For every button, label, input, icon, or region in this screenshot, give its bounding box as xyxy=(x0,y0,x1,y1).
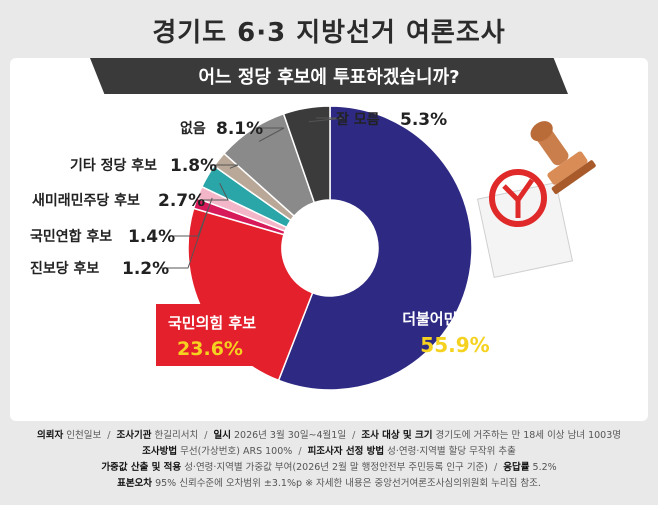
label-unknown-name: 잘 모름 xyxy=(336,112,380,128)
error-label: 표본오차 xyxy=(117,478,153,489)
label-gita-name: 기타 정당 후보 xyxy=(70,157,157,174)
label-none-value: 8.1% xyxy=(216,119,263,139)
weight-value: 성·연령·지역별 가중값 부여(2026년 2월 말 행정안전부 주민등록 인구… xyxy=(184,462,488,473)
method-value: 무선(가상번호) ARS 100% xyxy=(180,446,293,457)
footer-line-1: 의뢰자 인천일보 / 조사기관 한길리서치 / 일시 2026년 3월 30일~… xyxy=(37,430,621,441)
sampling-label: 피조사자 선정 방법 xyxy=(307,446,385,457)
sampling-value: 성·연령·지역별 할당 무작위 추출 xyxy=(387,446,516,457)
slice-0 xyxy=(277,105,473,391)
label-dem-name: 더불어민주당 후보 xyxy=(402,310,518,328)
label-kukmin-value: 1.4% xyxy=(128,227,175,247)
error-value: 95% 신뢰수준에 오차범위 ±3.1%p xyxy=(155,478,303,489)
method-label: 조사방법 xyxy=(142,446,178,457)
leader-line-5 xyxy=(210,164,239,169)
label-jinbo-name: 진보당 후보 xyxy=(30,260,99,277)
target-label: 조사 대상 및 크기 xyxy=(361,430,433,441)
date-label: 일시 xyxy=(213,430,231,441)
leader-line-4 xyxy=(200,182,229,201)
label-unknown-value: 5.3% xyxy=(400,110,447,130)
label-dem-value: 55.9% xyxy=(420,333,489,357)
ballot-stamp-illustration xyxy=(476,121,596,279)
survey-question: 어느 정당 후보에 투표하겠습니까? xyxy=(90,58,568,94)
agency-value: 한길리서치 xyxy=(154,430,199,441)
label-gita-value: 1.8% xyxy=(170,156,217,176)
donut-slices xyxy=(187,105,473,391)
weight-label: 가중값 산출 및 적용 xyxy=(101,462,182,473)
label-ppp-value: 23.6% xyxy=(177,338,243,360)
leader-line-7 xyxy=(308,117,345,123)
label-saemirae-value: 2.7% xyxy=(158,191,205,211)
footer-line-2: 조사방법 무선(가상번호) ARS 100% / 피조사자 선정 방법 성·연령… xyxy=(142,446,516,457)
leader-line-3 xyxy=(170,197,213,237)
label-kukmin-name: 국민연합 후보 xyxy=(30,228,112,245)
leader-line-6 xyxy=(256,127,285,142)
client-label: 의뢰자 xyxy=(37,430,64,441)
ppp-label-box xyxy=(156,304,280,366)
label-jinbo-value: 1.2% xyxy=(122,259,169,279)
survey-footer: 의뢰자 인천일보 / 조사기관 한길리서치 / 일시 2026년 3월 30일~… xyxy=(0,428,658,492)
page-title: 경기도 6·3 지방선거 여론조사 xyxy=(152,18,506,48)
slice-7 xyxy=(282,105,331,204)
client-value: 인천일보 xyxy=(66,430,102,441)
footer-line-4: 표본오차 95% 신뢰수준에 오차범위 ±3.1%p ※ 자세한 내용은 중앙선… xyxy=(0,476,658,492)
label-none-name: 없음 xyxy=(180,121,206,137)
response-label: 응답률 xyxy=(503,462,530,473)
label-saemirae-name: 새미래민주당 후보 xyxy=(32,192,140,209)
label-ppp-name: 국민의힘 후보 xyxy=(168,314,256,332)
leader-line-2 xyxy=(160,207,209,269)
footer-line-3: 가중값 산출 및 적용 성·연령·지역별 가중값 부여(2026년 2월 말 행… xyxy=(101,462,557,473)
target-value: 경기도에 거주하는 만 18세 이상 남녀 1003명 xyxy=(435,430,621,441)
leader-lines xyxy=(160,117,345,269)
footer-note: ※ 자세한 내용은 중앙선거여론조사심의위원회 누리집 참조. xyxy=(305,478,541,489)
agency-label: 조사기관 xyxy=(116,430,152,441)
date-value: 2026년 3월 30일~4월1일 xyxy=(233,430,347,441)
response-value: 5.2% xyxy=(532,462,557,473)
